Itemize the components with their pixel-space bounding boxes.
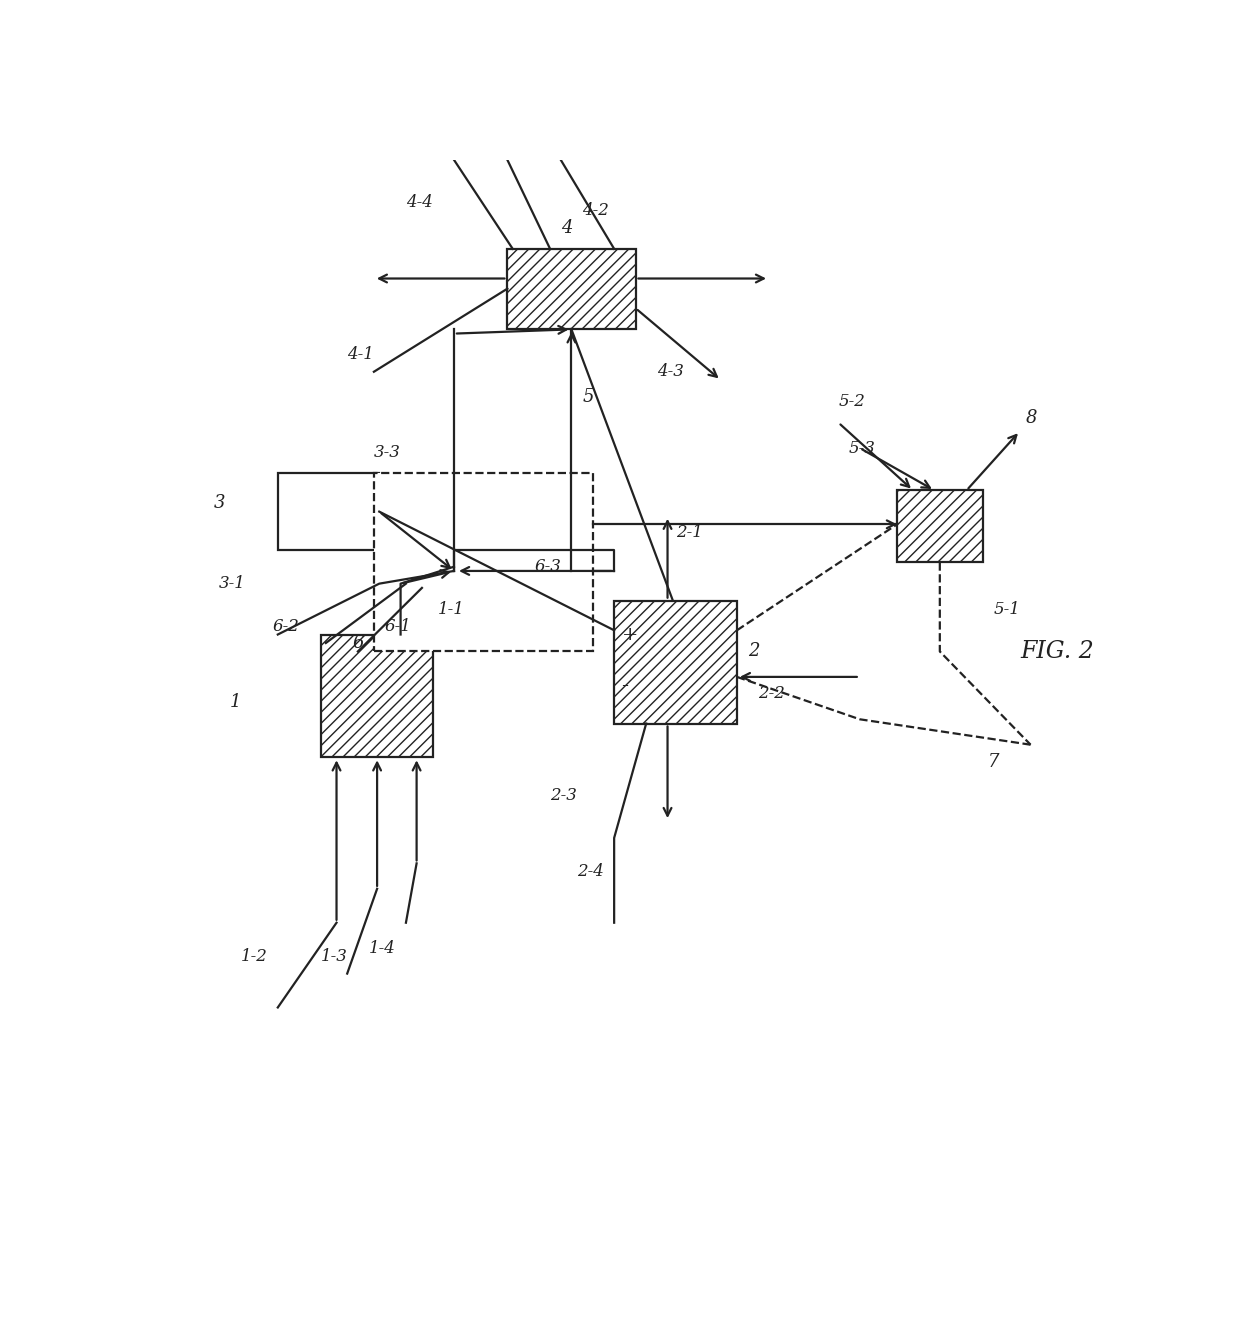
Text: 4-3: 4-3: [657, 364, 683, 380]
Text: 6-1: 6-1: [384, 618, 412, 634]
Text: FIG. 2: FIG. 2: [1019, 639, 1094, 663]
Bar: [374, 473, 593, 651]
Text: 2-3: 2-3: [551, 787, 577, 805]
Text: 3: 3: [213, 494, 226, 511]
Text: +: +: [621, 626, 639, 643]
Text: 2-1: 2-1: [676, 525, 703, 541]
Text: 6-3: 6-3: [534, 558, 560, 575]
Text: 1: 1: [229, 694, 242, 711]
Text: 5-3: 5-3: [849, 440, 875, 457]
Text: 2-2: 2-2: [759, 686, 785, 702]
Bar: [278, 473, 379, 550]
Text: 3-1: 3-1: [219, 575, 246, 593]
Text: 2-4: 2-4: [577, 863, 604, 880]
Text: 5: 5: [582, 388, 594, 406]
Bar: [507, 249, 635, 329]
Text: 4-4: 4-4: [405, 193, 433, 210]
Text: 8: 8: [1025, 409, 1037, 428]
Text: 2: 2: [748, 642, 759, 661]
Text: -: -: [621, 675, 629, 695]
Text: 4-2: 4-2: [582, 202, 609, 220]
Bar: [614, 601, 737, 723]
Text: 4-1: 4-1: [347, 346, 374, 364]
Text: 1-1: 1-1: [438, 601, 465, 618]
Text: 3-3: 3-3: [374, 444, 401, 461]
Bar: [897, 490, 982, 562]
Text: 6: 6: [352, 634, 365, 651]
Text: 1-3: 1-3: [320, 948, 347, 966]
Text: 1-4: 1-4: [368, 939, 396, 956]
Text: 4: 4: [560, 218, 572, 237]
Text: 6-2: 6-2: [273, 618, 299, 634]
Bar: [320, 634, 433, 758]
Text: 1-2: 1-2: [241, 948, 268, 966]
Text: 7: 7: [988, 753, 999, 771]
Text: 5-2: 5-2: [838, 393, 866, 410]
Text: 5-1: 5-1: [993, 601, 1021, 618]
